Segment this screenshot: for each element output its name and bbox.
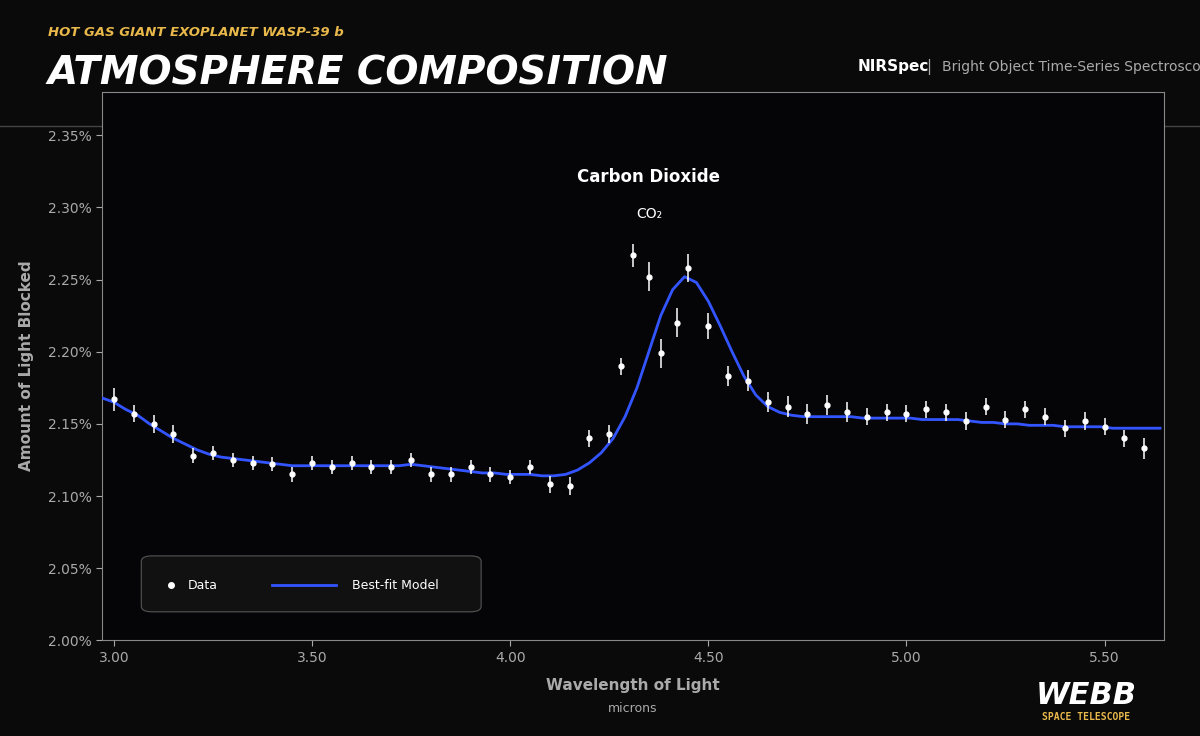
Text: WEBB: WEBB xyxy=(1036,681,1136,710)
Text: Wavelength of Light: Wavelength of Light xyxy=(546,679,720,693)
Y-axis label: Amount of Light Blocked: Amount of Light Blocked xyxy=(19,261,34,472)
Text: CO₂: CO₂ xyxy=(636,208,662,222)
Text: NIRSpec: NIRSpec xyxy=(858,60,929,74)
Text: Best-fit Model: Best-fit Model xyxy=(352,579,438,592)
Text: ATMOSPHERE COMPOSITION: ATMOSPHERE COMPOSITION xyxy=(48,54,668,92)
Text: |: | xyxy=(926,59,931,75)
Text: SPACE TELESCOPE: SPACE TELESCOPE xyxy=(1042,712,1130,722)
Text: Bright Object Time-Series Spectroscopy: Bright Object Time-Series Spectroscopy xyxy=(942,60,1200,74)
Text: microns: microns xyxy=(608,701,658,715)
FancyBboxPatch shape xyxy=(142,556,481,612)
Text: Carbon Dioxide: Carbon Dioxide xyxy=(577,168,720,185)
Text: HOT GAS GIANT EXOPLANET WASP-39 b: HOT GAS GIANT EXOPLANET WASP-39 b xyxy=(48,26,343,39)
Text: Data: Data xyxy=(188,579,218,592)
